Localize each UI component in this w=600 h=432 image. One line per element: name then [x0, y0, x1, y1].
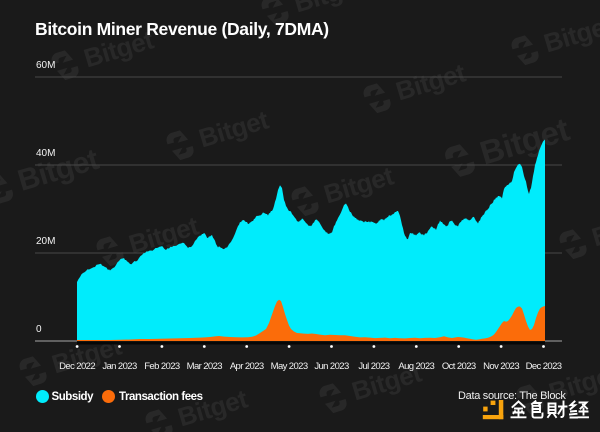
svg-text:Oct 2023: Oct 2023: [442, 361, 476, 372]
svg-text:Dec 2022: Dec 2022: [59, 361, 95, 372]
svg-text:Dec 2023: Dec 2023: [526, 361, 562, 372]
svg-text:Nov 2023: Nov 2023: [483, 361, 519, 372]
svg-text:Jul 2023: Jul 2023: [358, 361, 389, 372]
svg-text:0: 0: [36, 324, 42, 335]
svg-text:Mar 2023: Mar 2023: [187, 361, 223, 372]
svg-text:20M: 20M: [36, 236, 55, 247]
svg-text:60M: 60M: [36, 60, 55, 71]
svg-text:Apr 2023: Apr 2023: [230, 361, 264, 372]
svg-text:Jan 2023: Jan 2023: [102, 361, 137, 372]
svg-text:May 2023: May 2023: [271, 361, 308, 372]
svg-text:Feb 2023: Feb 2023: [144, 361, 180, 372]
svg-text:Jun 2023: Jun 2023: [314, 361, 349, 372]
svg-text:Aug 2023: Aug 2023: [398, 361, 434, 372]
svg-text:40M: 40M: [36, 148, 55, 159]
